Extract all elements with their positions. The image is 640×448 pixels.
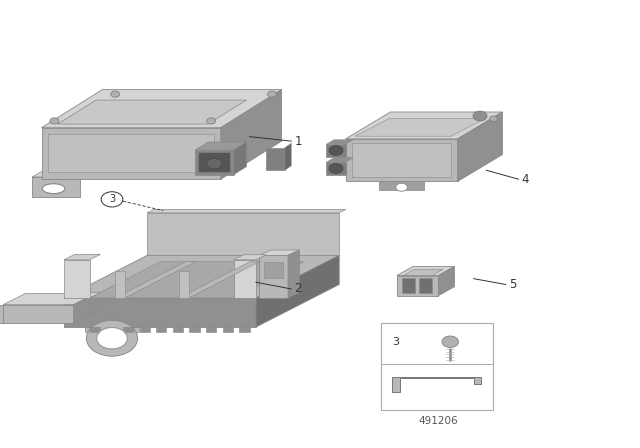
Circle shape	[101, 192, 123, 207]
Polygon shape	[285, 143, 291, 170]
Polygon shape	[64, 255, 339, 298]
Polygon shape	[264, 262, 283, 278]
Polygon shape	[195, 150, 234, 175]
Polygon shape	[195, 142, 246, 150]
Polygon shape	[123, 327, 133, 332]
Circle shape	[329, 164, 343, 173]
Polygon shape	[189, 327, 200, 332]
Polygon shape	[346, 112, 502, 139]
Polygon shape	[234, 255, 266, 260]
Polygon shape	[234, 142, 246, 175]
Polygon shape	[64, 293, 100, 298]
Polygon shape	[3, 293, 96, 305]
Circle shape	[442, 336, 458, 348]
Polygon shape	[0, 305, 3, 323]
Polygon shape	[346, 139, 458, 181]
Polygon shape	[326, 162, 346, 175]
Polygon shape	[288, 250, 300, 298]
Circle shape	[396, 183, 408, 191]
Polygon shape	[438, 267, 454, 296]
Text: 2: 2	[294, 282, 302, 296]
Polygon shape	[352, 143, 451, 177]
Polygon shape	[259, 250, 300, 255]
Polygon shape	[266, 148, 285, 170]
Polygon shape	[239, 327, 250, 332]
Circle shape	[329, 146, 343, 155]
Polygon shape	[397, 267, 454, 276]
Text: 5: 5	[509, 278, 516, 291]
Polygon shape	[90, 262, 305, 298]
Circle shape	[207, 118, 216, 124]
Polygon shape	[140, 327, 150, 332]
Polygon shape	[147, 213, 339, 255]
Polygon shape	[380, 181, 424, 190]
Polygon shape	[156, 327, 166, 332]
Polygon shape	[234, 260, 256, 298]
Polygon shape	[458, 112, 502, 181]
Polygon shape	[403, 269, 443, 276]
Polygon shape	[259, 255, 288, 298]
Circle shape	[473, 111, 487, 121]
Polygon shape	[179, 271, 189, 298]
Circle shape	[490, 116, 497, 121]
Polygon shape	[64, 298, 256, 327]
Polygon shape	[32, 177, 80, 197]
Polygon shape	[392, 377, 481, 392]
Polygon shape	[90, 327, 100, 332]
Polygon shape	[115, 262, 196, 298]
Polygon shape	[326, 144, 346, 157]
Polygon shape	[42, 90, 282, 128]
Text: 1: 1	[294, 134, 302, 148]
Polygon shape	[206, 327, 216, 332]
Polygon shape	[256, 255, 339, 327]
Circle shape	[86, 320, 138, 356]
Polygon shape	[223, 327, 233, 332]
Polygon shape	[397, 276, 438, 296]
Polygon shape	[419, 278, 432, 293]
Polygon shape	[115, 271, 125, 298]
Polygon shape	[221, 90, 282, 179]
Polygon shape	[48, 134, 214, 172]
Polygon shape	[355, 119, 485, 136]
Polygon shape	[64, 260, 90, 298]
Circle shape	[268, 91, 276, 97]
Text: 3: 3	[392, 337, 399, 347]
Circle shape	[207, 158, 222, 169]
Polygon shape	[326, 158, 353, 162]
Text: 3: 3	[109, 194, 115, 204]
Polygon shape	[74, 293, 96, 323]
Bar	[381, 323, 493, 410]
Polygon shape	[402, 278, 415, 293]
Text: 491206: 491206	[419, 416, 458, 426]
Polygon shape	[147, 209, 346, 213]
Polygon shape	[58, 100, 246, 124]
Ellipse shape	[42, 184, 65, 194]
Circle shape	[97, 327, 127, 349]
Polygon shape	[326, 140, 353, 144]
Polygon shape	[42, 128, 221, 179]
Polygon shape	[106, 327, 116, 332]
Polygon shape	[32, 168, 96, 177]
Polygon shape	[179, 262, 260, 298]
Polygon shape	[173, 327, 183, 332]
Polygon shape	[3, 305, 74, 323]
Circle shape	[50, 118, 59, 124]
Polygon shape	[198, 152, 230, 172]
Circle shape	[111, 91, 120, 97]
Text: 4: 4	[522, 172, 529, 186]
Polygon shape	[85, 320, 139, 332]
Polygon shape	[64, 254, 100, 260]
